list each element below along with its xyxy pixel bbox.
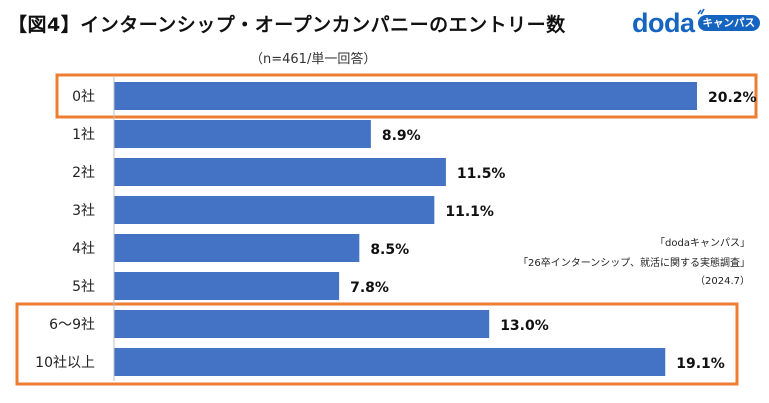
logo-spark-icon [697, 8, 705, 15]
logo-badge: キャンパス [697, 14, 760, 32]
bar-0 [114, 82, 697, 110]
category-label-3: 3社 [72, 203, 95, 219]
highlight-box-zero [55, 73, 758, 119]
bar-4 [114, 234, 360, 262]
bar-1 [114, 120, 371, 148]
value-label-3: 11.1% [445, 204, 494, 220]
bar-7 [114, 348, 666, 376]
bar-5 [114, 272, 340, 300]
category-label-2: 2社 [72, 165, 95, 181]
doda-campus-logo: doda キャンパス [632, 6, 760, 40]
source-note-line-2: （2024.7） [695, 275, 750, 287]
logo-wordmark: doda [632, 7, 695, 38]
bar-6 [114, 310, 490, 338]
bar-3 [114, 196, 435, 224]
value-label-2: 11.5% [457, 166, 506, 182]
bar-2 [114, 158, 446, 186]
category-label-5: 5社 [72, 279, 95, 295]
value-label-7: 19.1% [676, 356, 725, 372]
value-label-0: 20.2% [708, 90, 757, 106]
highlight-box-six-plus [15, 302, 739, 386]
value-label-6: 13.0% [500, 318, 549, 334]
source-note-line-1: 「26卒インターンシップ、就活に関する実態調査」 [518, 256, 750, 269]
category-label-0: 0社 [72, 89, 95, 105]
chart-title: 【図4】インターンシップ・オープンカンパニーのエントリー数 [8, 14, 566, 36]
category-label-1: 1社 [72, 127, 95, 143]
category-label-7: 10社以上 [35, 355, 95, 371]
value-label-4: 8.5% [370, 242, 409, 258]
category-label-6: 6〜9社 [49, 317, 95, 333]
value-label-5: 7.8% [350, 280, 389, 296]
value-label-1: 8.9% [382, 128, 421, 144]
chart-subtitle: （n=461/単一回答） [250, 52, 377, 67]
category-label-4: 4社 [72, 241, 95, 257]
source-note-line-0: 「dodaキャンパス」 [655, 237, 750, 249]
